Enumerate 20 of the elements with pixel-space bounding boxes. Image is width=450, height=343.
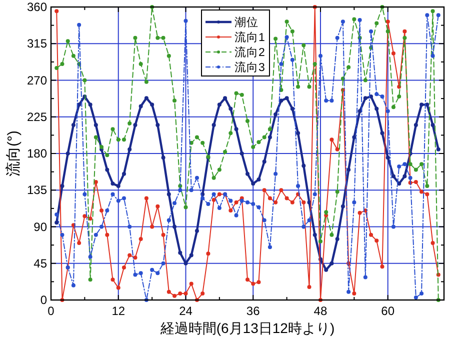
y-tick-label: 0	[40, 293, 48, 307]
y-tick-label: 270	[26, 73, 48, 88]
legend-label: 流向1	[234, 30, 265, 44]
legend-label: 流向2	[234, 45, 265, 59]
legend-label: 流向3	[234, 60, 265, 74]
y-tick-label: 180	[26, 146, 48, 160]
legend-label: 潮位	[234, 16, 258, 29]
y-tick-label: 360	[26, 0, 48, 14]
x-tick-label: 12	[112, 304, 126, 318]
x-axis-title: 経過時間(6月13日12時より)	[159, 320, 335, 336]
x-tick-label: 60	[381, 304, 395, 318]
x-tick-label: 36	[246, 304, 260, 318]
y-tick-label: 225	[26, 110, 48, 124]
y-tick-label: 45	[34, 256, 48, 270]
x-tick-label: 48	[314, 304, 328, 318]
y-axis-title: 流向(°)	[5, 130, 22, 176]
y-tick-label: 315	[26, 36, 48, 51]
y-tick-label: 90	[34, 220, 48, 234]
x-tick-label: 24	[179, 304, 193, 318]
y-tick-label: 135	[26, 183, 48, 198]
